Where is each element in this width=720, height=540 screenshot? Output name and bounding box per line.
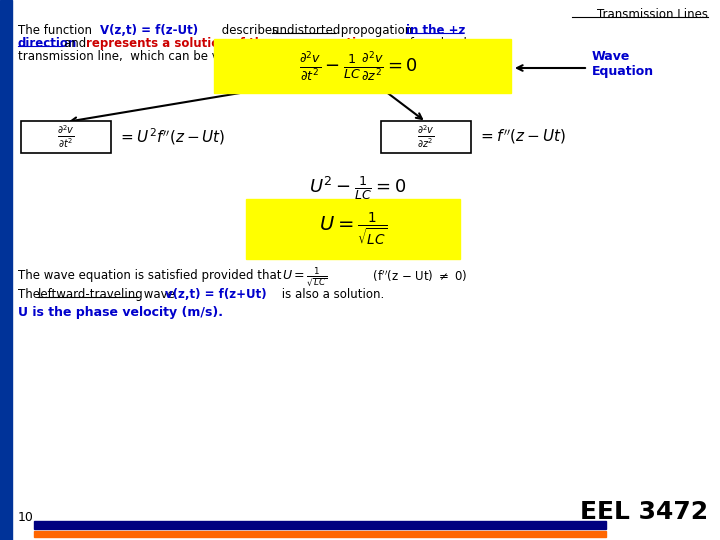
- Text: for a lossless: for a lossless: [406, 37, 487, 50]
- Text: and: and: [64, 37, 90, 50]
- Text: $\frac{\partial^2 v}{\partial z^2}$: $\frac{\partial^2 v}{\partial z^2}$: [417, 124, 435, 150]
- Text: describes: describes: [218, 24, 282, 37]
- Text: The function: The function: [18, 24, 96, 37]
- FancyBboxPatch shape: [21, 121, 111, 153]
- Text: $= f''(z - Ut)$: $= f''(z - Ut)$: [478, 127, 566, 146]
- Text: $\frac{\partial^2 v}{\partial t^2} - \frac{1}{LC}\frac{\partial^2 v}{\partial z^: $\frac{\partial^2 v}{\partial t^2} - \fr…: [299, 49, 418, 83]
- Text: The: The: [18, 288, 44, 301]
- Text: $= U^2 f''(z - Ut)$: $= U^2 f''(z - Ut)$: [118, 127, 225, 147]
- Text: transmission line,  which can be verified by substitution:: transmission line, which can be verified…: [18, 50, 353, 63]
- Text: $U = \frac{1}{\sqrt{LC}}$: $U = \frac{1}{\sqrt{LC}}$: [282, 266, 328, 289]
- Text: $\frac{\partial^2 v}{\partial t^2}$: $\frac{\partial^2 v}{\partial t^2}$: [57, 124, 75, 150]
- Bar: [34, 521, 606, 529]
- Text: $U^2 - \frac{1}{LC} = 0$: $U^2 - \frac{1}{LC} = 0$: [310, 174, 407, 202]
- Text: (f$''$(z $-$ Ut) $\neq$ 0): (f$''$(z $-$ Ut) $\neq$ 0): [358, 269, 467, 285]
- Text: EEL 3472: EEL 3472: [580, 500, 708, 524]
- FancyBboxPatch shape: [214, 39, 511, 93]
- Text: undistorted: undistorted: [272, 24, 341, 37]
- FancyBboxPatch shape: [381, 121, 471, 153]
- Text: direction: direction: [18, 37, 77, 50]
- FancyBboxPatch shape: [246, 199, 460, 259]
- Text: $U = \frac{1}{\sqrt{LC}}$: $U = \frac{1}{\sqrt{LC}}$: [319, 210, 387, 248]
- Text: v(z,t) = f(z+Ut): v(z,t) = f(z+Ut): [165, 288, 266, 301]
- Text: Wave
Equation: Wave Equation: [592, 50, 654, 78]
- Bar: [34, 531, 606, 537]
- Text: represents a solution of the wave equation: represents a solution of the wave equati…: [86, 37, 372, 50]
- Text: U is the phase velocity (m/s).: U is the phase velocity (m/s).: [18, 306, 223, 319]
- Bar: [0, 0, 12, 540]
- Text: 10: 10: [18, 511, 34, 524]
- Text: V(z,t) = f(z-Ut): V(z,t) = f(z-Ut): [100, 24, 198, 37]
- Text: leftward-traveling: leftward-traveling: [38, 288, 144, 301]
- Text: is also a solution.: is also a solution.: [278, 288, 384, 301]
- Text: Transmission Lines: Transmission Lines: [597, 8, 708, 21]
- Text: wave: wave: [140, 288, 179, 301]
- Text: propogation: propogation: [337, 24, 416, 37]
- Text: The wave equation is satisfied provided that: The wave equation is satisfied provided …: [18, 269, 282, 282]
- Text: in the +z: in the +z: [406, 24, 465, 37]
